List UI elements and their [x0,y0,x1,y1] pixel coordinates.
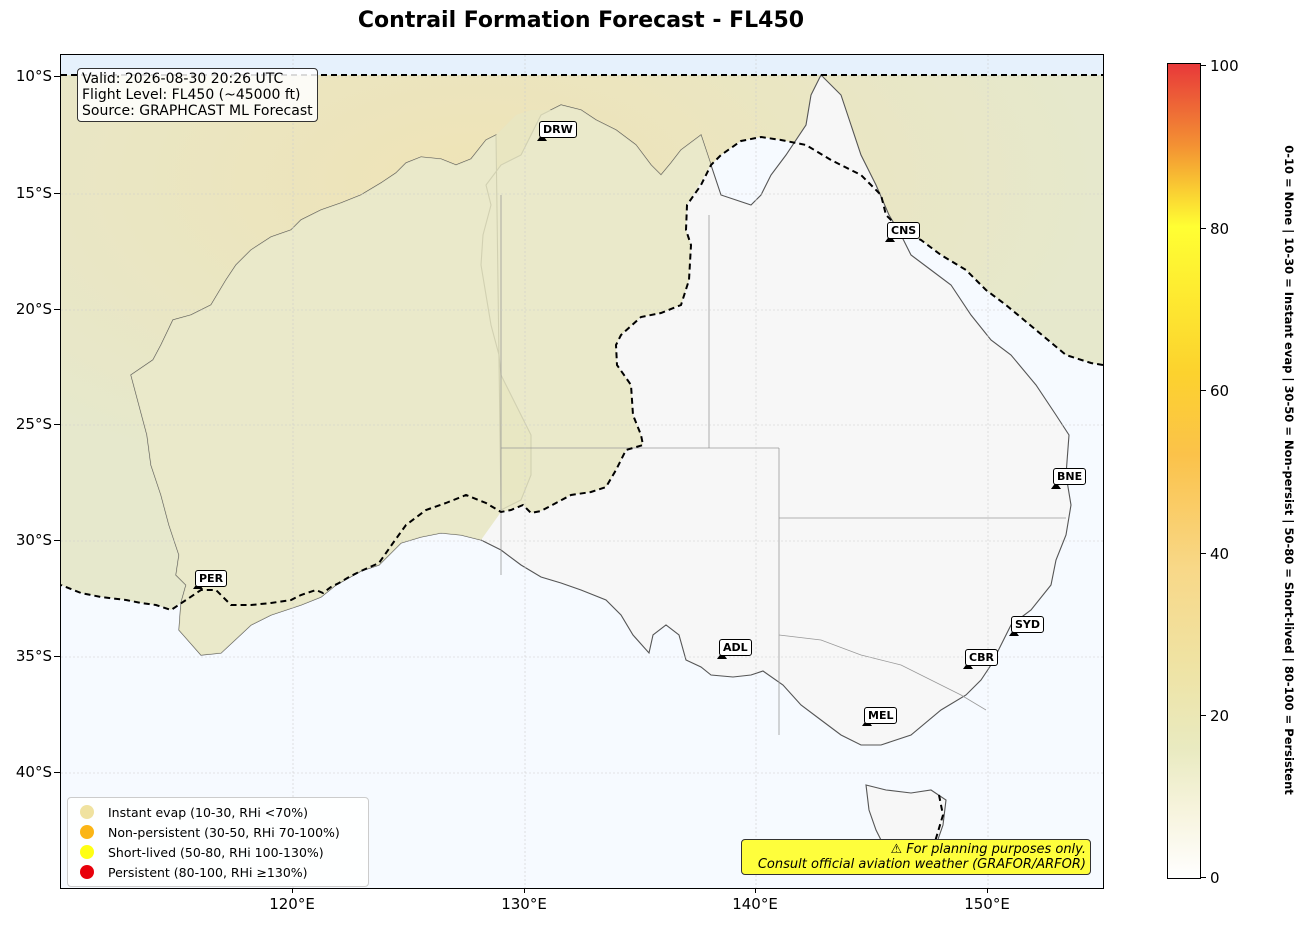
warning-line-1: ⚠ For planning purposes only. [890,842,1087,857]
legend-item: Instant evap (10-30, RHi <70%) [74,802,362,822]
graticule [61,55,1103,888]
city-label-cns[interactable]: CNS [887,222,921,239]
lat-label-15s: 15°S [15,184,52,202]
city-marker [1051,482,1061,489]
lon-label-150e: 150°E [964,895,1010,913]
lat-tick [54,309,60,310]
lat-label-35s: 35°S [15,647,52,665]
flight-level: Flight Level: FL450 (~45000 ft) [82,87,301,103]
colorbar-tick [1200,65,1206,66]
city-label-drw[interactable]: DRW [539,121,577,138]
colorbar-label-20: 20 [1210,707,1230,725]
lat-tick [54,193,60,194]
city-label-syd[interactable]: SYD [1011,616,1045,633]
lat-tick [54,656,60,657]
forecast-info-box: Valid: 2026-08-30 20:26 UTC Flight Level… [77,68,318,122]
lon-tick [524,887,525,893]
city-label-bne[interactable]: BNE [1053,468,1087,485]
colorbar-tick [1200,228,1206,229]
lat-tick [54,424,60,425]
colorbar-tick [1200,715,1206,716]
lat-tick [54,772,60,773]
lon-label-140e: 140°E [732,895,778,913]
colorbar-label-0: 0 [1210,869,1220,887]
colorbar-tick [1200,553,1206,554]
colorbar-label-60: 60 [1210,382,1230,400]
legend-item: Persistent (80-100, RHi ≥130%) [74,862,362,882]
lat-label-10s: 10°S [15,67,52,85]
colorbar-tick [1200,390,1206,391]
colorbar-label-100: 100 [1210,57,1239,75]
legend-label: Instant evap (10-30, RHi <70%) [108,804,308,820]
lon-tick [987,887,988,893]
legend: Instant evap (10-30, RHi <70%) Non-persi… [67,797,369,887]
lon-tick [292,887,293,893]
lat-label-30s: 30°S [15,531,52,549]
legend-label: Non-persistent (30-50, RHi 70-100%) [108,824,340,840]
valid-time: Valid: 2026-08-30 20:26 UTC [82,71,284,87]
map-title: Contrail Formation Forecast - FL450 [357,8,805,33]
colorbar [1167,63,1201,879]
north-band [61,55,1103,75]
lat-label-20s: 20°S [15,300,52,318]
legend-item: Short-lived (50-80, RHi 100-130%) [74,842,362,862]
legend-dot-icon [80,865,94,879]
colorbar-tick [1200,877,1206,878]
legend-label: Short-lived (50-80, RHi 100-130%) [108,844,324,860]
city-label-per[interactable]: PER [195,570,228,587]
lon-label-120e: 120°E [269,895,315,913]
legend-dot-icon [80,805,94,819]
legend-label: Persistent (80-100, RHi ≥130%) [108,864,308,880]
map-panel[interactable]: Valid: 2026-08-30 20:26 UTC Flight Level… [60,54,1104,889]
contrail-zone-land [131,105,711,655]
forecast-source: Source: GRAPHCAST ML Forecast [82,103,313,119]
colorbar-caption: 0-10 = None | 10-30 = Instant evap | 30-… [1282,145,1296,795]
legend-dot-icon [80,825,94,839]
planning-warning: ⚠ For planning purposes only. Consult of… [741,839,1091,875]
lat-tick [54,76,60,77]
colorbar-label-80: 80 [1210,220,1230,238]
legend-item: Non-persistent (30-50, RHi 70-100%) [74,822,362,842]
city-label-adl[interactable]: ADL [719,639,752,656]
map-canvas [61,55,1103,888]
lat-tick [54,540,60,541]
city-label-cbr[interactable]: CBR [965,649,998,666]
colorbar-label-40: 40 [1210,545,1230,563]
lat-label-40s: 40°S [15,763,52,781]
city-label-mel[interactable]: MEL [864,707,898,724]
legend-dot-icon [80,845,94,859]
lon-label-130e: 130°E [501,895,547,913]
lon-tick [755,887,756,893]
warning-line-2: Consult official aviation weather (GRAFO… [757,857,1086,872]
lat-label-25s: 25°S [15,415,52,433]
